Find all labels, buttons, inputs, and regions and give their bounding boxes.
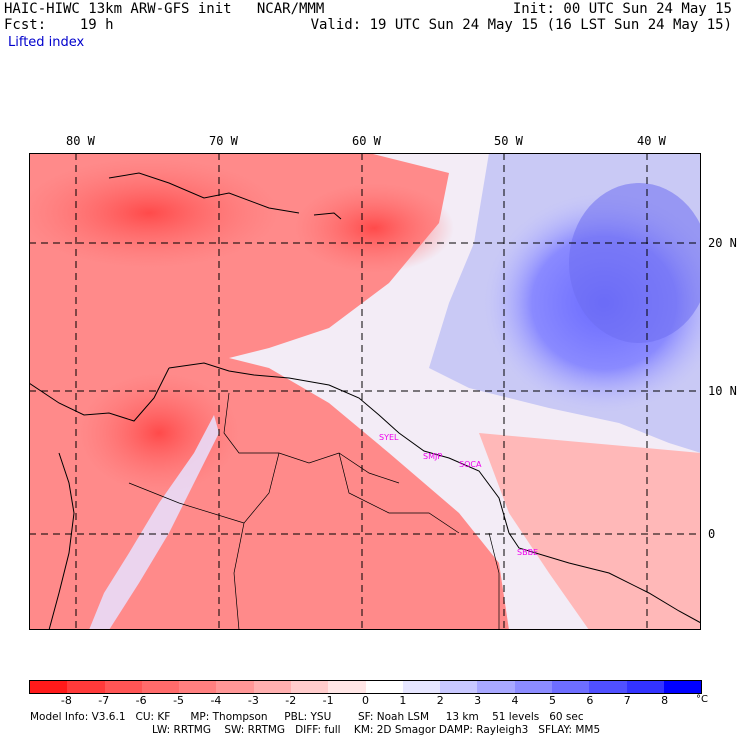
city-label-syel: SYEL — [379, 433, 399, 442]
cuba-hispaniola — [108, 172, 300, 214]
valid-time: Valid: 19 UTC Sun 24 May 15 (16 LST Sun … — [310, 17, 732, 33]
colorbar-tick-label: 7 — [623, 694, 631, 707]
colorbar-segment — [67, 681, 105, 693]
map-panel: SYEL SMJP SOCA SBBE — [29, 153, 701, 630]
colorbar-tick-label: -2 — [285, 694, 297, 707]
colorbar — [29, 680, 702, 694]
lifted-index-map — [29, 153, 701, 630]
colorbar-segment — [179, 681, 217, 693]
lon-label-70w: 70 W — [209, 134, 238, 148]
city-label-soca: SOCA — [459, 460, 482, 469]
colorbar-segment — [663, 681, 702, 693]
caribbean-red — [29, 158, 279, 268]
lon-label-40w: 40 W — [637, 134, 666, 148]
field-name: Lifted index — [8, 35, 85, 50]
title-left: HAIC-HIWC 13km ARW-GFS init NCAR/MMM — [4, 1, 325, 17]
coastlines — [29, 172, 701, 630]
colorbar-segment — [440, 681, 478, 693]
colorbar-segment — [551, 681, 590, 693]
andes-strip — [89, 415, 219, 630]
lat-label-10n: 10 N — [708, 384, 737, 398]
colorbar-segment — [30, 681, 68, 693]
grid — [29, 153, 701, 630]
colorbar-segment — [104, 681, 142, 693]
colorbar-segment — [141, 681, 180, 693]
lon-label-80w: 80 W — [66, 134, 95, 148]
colorbar-tick-label: 3 — [474, 694, 482, 707]
city-label-sbbe: SBBE — [517, 548, 539, 557]
antilles-red — [294, 183, 454, 273]
colorbar-tick-label: -8 — [60, 694, 72, 707]
colorbar-tick-label: -3 — [247, 694, 259, 707]
south-america-coast — [168, 362, 701, 624]
colorbar-tick-label: -6 — [135, 694, 147, 707]
lon-label-50w: 50 W — [494, 134, 523, 148]
pacific-coast — [48, 452, 75, 630]
colorbar-tick-label: 5 — [548, 694, 556, 707]
colorbar-segment — [589, 681, 627, 693]
colorbar-tick-label: 6 — [586, 694, 594, 707]
forecast-hour: Fcst: 19 h — [4, 17, 114, 33]
colorbar-segment — [328, 681, 366, 693]
city-label-smjp: SMJP — [423, 452, 443, 461]
colorbar-tick-label: 8 — [661, 694, 669, 707]
init-time: Init: 00 UTC Sun 24 May 15 — [512, 1, 732, 17]
blue-core-2 — [569, 183, 701, 343]
colorbar-unit: °C — [696, 694, 708, 705]
colorbar-segment — [290, 681, 329, 693]
map-frame — [29, 153, 701, 630]
colorbar-segment — [365, 681, 403, 693]
model-info-line-1: Model Info: V3.6.1 CU: KF MP: Thompson P… — [30, 711, 584, 723]
colorbar-segment — [402, 681, 441, 693]
central-america-coast — [29, 367, 170, 422]
puerto-rico — [313, 212, 342, 220]
colorbar-segment — [253, 681, 291, 693]
colorbar-tick-label: 1 — [399, 694, 407, 707]
colorbar-tick-label: -1 — [322, 694, 334, 707]
colorbar-tick-label: -4 — [210, 694, 222, 707]
model-info-line-2: LW: RRTMG SW: RRTMG DIFF: full KM: 2D Sm… — [152, 724, 601, 736]
colorbar-segment — [626, 681, 664, 693]
lon-label-60w: 60 W — [352, 134, 381, 148]
lat-label-20n: 20 N — [708, 236, 737, 250]
colorbar-segment — [477, 681, 515, 693]
borders — [128, 392, 500, 630]
colorbar-segment — [514, 681, 552, 693]
colorbar-tick-label: -7 — [98, 694, 110, 707]
lat-label-0: 0 — [708, 527, 716, 541]
colorbar-tick-label: -5 — [173, 694, 185, 707]
colorbar-tick-label: 2 — [436, 694, 444, 707]
colorbar-segment — [216, 681, 254, 693]
east-pink-zone — [479, 433, 701, 630]
colorbar-tick-label: 4 — [511, 694, 519, 707]
colorbar-tick-label: 0 — [362, 694, 369, 707]
